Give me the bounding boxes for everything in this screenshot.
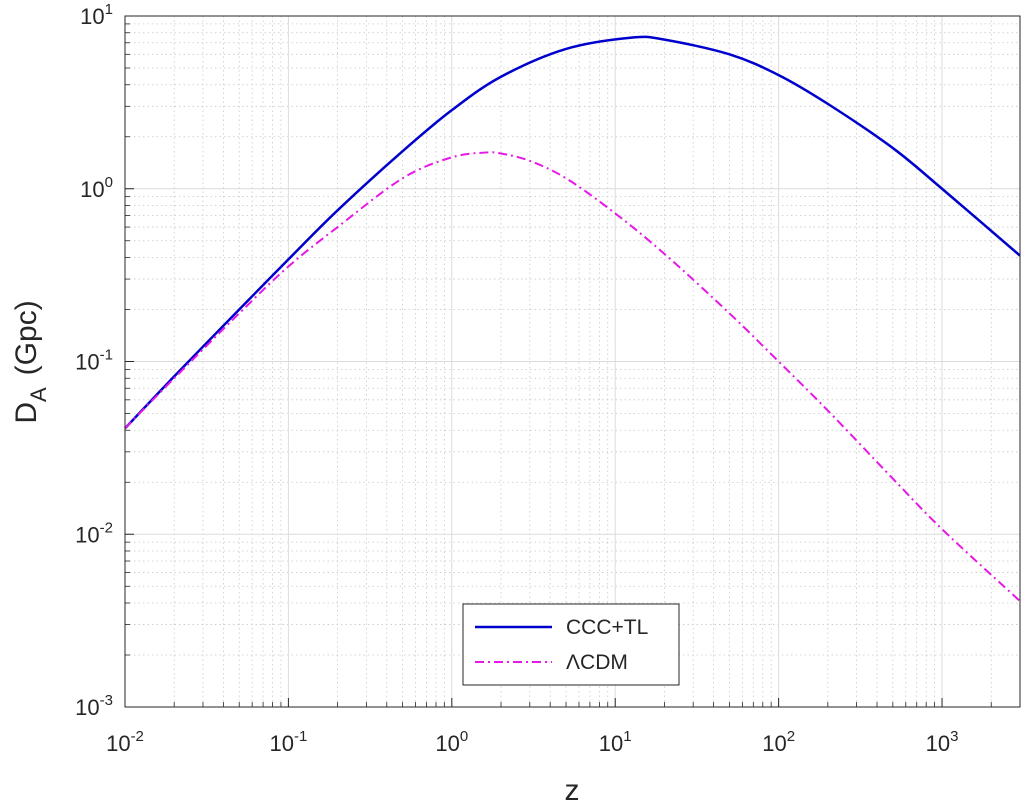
x-tick-label: 10-2 (106, 728, 144, 756)
x-tick-label: 102 (762, 728, 795, 756)
x-tick-base: 10 (435, 731, 459, 756)
y-tick-base: 10 (75, 522, 99, 547)
x-tick-label: 101 (599, 728, 632, 756)
y-axis-label-subscript: A (26, 387, 51, 402)
y-tick-base: 10 (80, 177, 104, 202)
legend-label-ccc-tl: CCC+TL (566, 616, 648, 639)
x-tick-exponent: -1 (294, 728, 307, 745)
x-tick-base: 10 (599, 731, 623, 756)
x-tick-base: 10 (106, 731, 130, 756)
x-axis-label: z (565, 774, 580, 805)
legend-box (462, 603, 680, 686)
svg-text:DA(Gpc): DA (Gpc) (10, 300, 51, 423)
x-tick-label: 10-1 (269, 728, 307, 756)
x-tick-exponent: 1 (623, 728, 631, 745)
legend: CCC+TL ΛCDM (462, 603, 680, 686)
x-tick-exponent: 0 (460, 728, 468, 745)
minor-grid (125, 16, 1020, 707)
y-axis-label: DA (Gpc) (10, 300, 51, 423)
tick-marks (124, 15, 992, 708)
y-tick-base: 10 (75, 695, 99, 720)
y-tick-label: 10-2 (75, 519, 113, 547)
series-line-ccc-tl (124, 35, 1021, 430)
y-tick-label: 10-1 (75, 347, 113, 375)
y-axis-label-unit: (Gpc) (10, 300, 43, 375)
y-tick-base: 10 (75, 350, 99, 375)
x-tick-exponent: 2 (787, 728, 795, 745)
x-tick-base: 10 (762, 731, 786, 756)
y-tick-label: 101 (80, 1, 113, 29)
x-tick-exponent: 3 (950, 728, 958, 745)
y-tick-exponent: 0 (105, 174, 113, 191)
y-tick-exponent: -2 (100, 519, 113, 536)
x-tick-exponent: -2 (131, 728, 144, 745)
series-layer (124, 35, 1021, 602)
legend-label-lcdm: ΛCDM (566, 651, 628, 674)
y-axis-label-main: D (10, 402, 43, 424)
x-tick-label: 100 (435, 728, 468, 756)
y-tick-exponent: -3 (100, 692, 113, 709)
y-tick-exponent: 1 (105, 1, 113, 18)
x-tick-base: 10 (269, 731, 293, 756)
series-line-lcdm (124, 151, 1021, 602)
y-tick-exponent: -1 (100, 347, 113, 364)
x-tick-labels: 10-2 10-1 100 101 102 103 (106, 728, 958, 756)
y-tick-base: 10 (80, 4, 104, 29)
x-tick-label: 103 (926, 728, 959, 756)
x-tick-base: 10 (926, 731, 950, 756)
y-tick-label: 10-3 (75, 692, 113, 720)
y-tick-label: 100 (80, 174, 113, 202)
